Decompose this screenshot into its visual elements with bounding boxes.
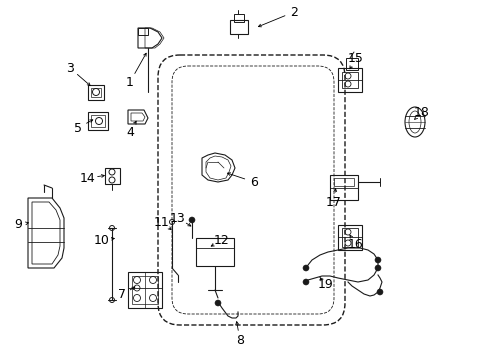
Text: 14: 14: [80, 171, 96, 184]
Text: 12: 12: [214, 234, 229, 247]
Text: 16: 16: [347, 238, 363, 252]
Text: 3: 3: [66, 62, 74, 75]
Text: 8: 8: [236, 333, 244, 346]
Text: 9: 9: [14, 219, 22, 231]
Text: 19: 19: [318, 279, 333, 292]
Circle shape: [189, 217, 195, 223]
Circle shape: [303, 279, 308, 285]
Text: 17: 17: [325, 195, 341, 208]
Text: 6: 6: [249, 175, 257, 189]
Text: 1: 1: [126, 76, 134, 89]
Text: 10: 10: [94, 234, 110, 247]
Text: 11: 11: [154, 216, 169, 229]
Circle shape: [303, 265, 308, 271]
Circle shape: [374, 257, 380, 263]
Text: 2: 2: [289, 5, 297, 18]
Circle shape: [374, 265, 380, 271]
Bar: [196, 238, 234, 266]
Text: 5: 5: [74, 122, 82, 135]
Text: 15: 15: [347, 51, 363, 64]
Circle shape: [215, 300, 221, 306]
Text: 13: 13: [170, 211, 185, 225]
Text: 18: 18: [413, 105, 429, 118]
Text: 7: 7: [118, 288, 126, 302]
Circle shape: [376, 289, 382, 295]
Text: 4: 4: [126, 126, 134, 139]
